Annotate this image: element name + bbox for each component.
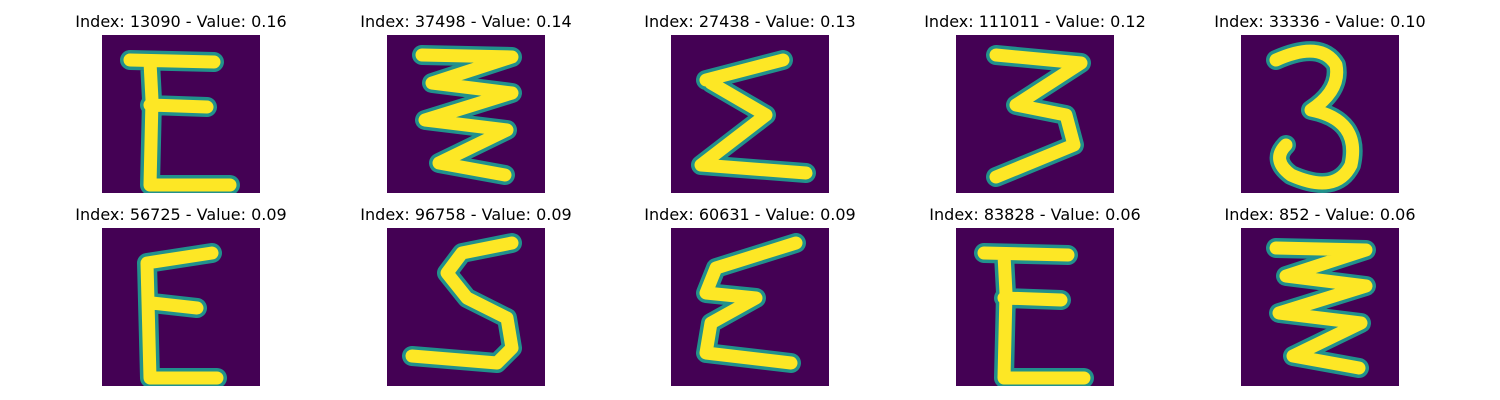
- digit-image: [671, 35, 829, 193]
- panel-title: Index: 83828 - Value: 0.06: [929, 205, 1141, 224]
- handwritten-glyph: [696, 233, 806, 373]
- glyph-stroke: [123, 53, 237, 192]
- digit-image: [1241, 35, 1399, 193]
- digit-image: [387, 228, 545, 386]
- panel-title: Index: 60631 - Value: 0.09: [644, 205, 856, 224]
- digit-image: [956, 228, 1114, 386]
- glyph-edge: [137, 243, 227, 386]
- panel-title: Index: 33336 - Value: 0.10: [1214, 12, 1426, 31]
- panel-title: Index: 111011 - Value: 0.12: [924, 12, 1146, 31]
- handwritten-glyph: [986, 45, 1091, 187]
- digit-image: [671, 228, 829, 386]
- panel-title: Index: 37498 - Value: 0.14: [360, 12, 572, 31]
- glyph-stroke: [1269, 241, 1373, 375]
- handwritten-glyph: [120, 50, 240, 193]
- panel-title: Index: 852 - Value: 0.06: [1224, 205, 1416, 224]
- glyph-stroke: [140, 246, 224, 385]
- digit-image: [387, 35, 545, 193]
- glyph-stroke: [694, 53, 813, 180]
- handwritten-glyph: [974, 243, 1094, 386]
- glyph-stroke: [989, 48, 1088, 184]
- handwritten-glyph: [137, 243, 227, 386]
- handwritten-glyph: [402, 233, 522, 373]
- panel-title: Index: 96758 - Value: 0.09: [360, 205, 572, 224]
- digit-image: [956, 35, 1114, 193]
- digit-image: [1241, 228, 1399, 386]
- digit-image: [102, 35, 260, 193]
- handwritten-glyph: [1266, 41, 1363, 193]
- panel-title: Index: 27438 - Value: 0.13: [644, 12, 856, 31]
- glyph-stroke: [1269, 44, 1360, 190]
- handwritten-glyph: [412, 45, 522, 185]
- digit-image: [102, 228, 260, 386]
- glyph-stroke: [415, 48, 519, 182]
- handwritten-glyph: [691, 50, 816, 183]
- panel-title: Index: 13090 - Value: 0.16: [75, 12, 287, 31]
- glyph-stroke: [977, 246, 1091, 385]
- glyph-stroke: [405, 236, 519, 370]
- handwritten-glyph: [1266, 238, 1376, 378]
- panel-title: Index: 56725 - Value: 0.09: [75, 205, 287, 224]
- glyph-stroke: [699, 236, 803, 370]
